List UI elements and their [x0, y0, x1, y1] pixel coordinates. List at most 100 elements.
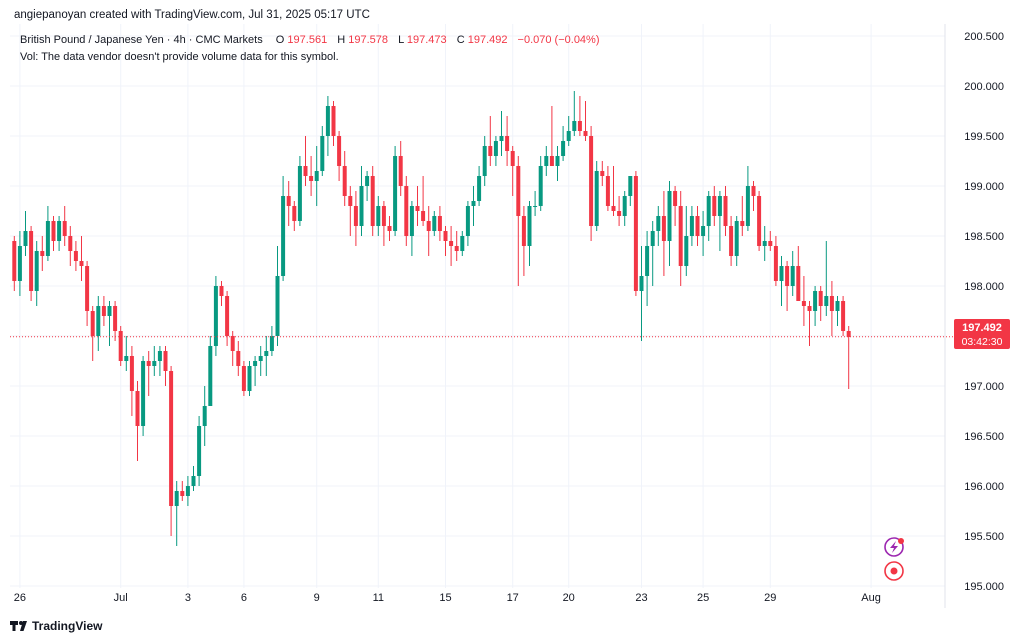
candle-body — [762, 241, 767, 246]
candle — [62, 206, 67, 246]
candle-body — [572, 121, 577, 131]
candle — [829, 281, 834, 336]
candle — [768, 231, 773, 251]
candle — [717, 191, 722, 251]
candle — [628, 176, 633, 206]
candle — [482, 136, 487, 186]
candle — [107, 301, 112, 346]
candle-body — [561, 141, 566, 156]
candle-body — [527, 206, 532, 246]
candle-body — [180, 491, 185, 496]
candle — [493, 136, 498, 166]
candle — [225, 291, 230, 346]
candle — [185, 476, 190, 506]
candle — [734, 216, 739, 266]
candle — [745, 166, 750, 231]
candle — [23, 211, 28, 256]
candle-body — [835, 301, 840, 311]
candle-body — [45, 221, 50, 256]
candle-body — [605, 176, 610, 206]
legend-high-value: 197.578 — [348, 34, 388, 46]
candle-body — [79, 261, 84, 266]
candle-body — [723, 196, 728, 226]
candle-body — [281, 196, 286, 276]
candle-body — [661, 216, 666, 241]
candle-body — [85, 266, 90, 311]
candle — [762, 226, 767, 261]
tradingview-logo — [10, 621, 27, 631]
legend-open-value: 197.561 — [287, 34, 327, 46]
candle-body — [146, 361, 151, 366]
candle — [17, 231, 22, 296]
x-tick-label: 20 — [563, 592, 575, 604]
candle — [253, 356, 258, 386]
candle-body — [292, 206, 297, 221]
candle — [605, 166, 610, 211]
y-tick-label: 195.500 — [964, 531, 1004, 543]
candle-body — [303, 166, 308, 176]
candle — [409, 201, 414, 256]
candle — [533, 191, 538, 216]
candle-body — [751, 186, 756, 196]
candle-body — [325, 106, 330, 136]
candle-body — [342, 166, 347, 196]
candle — [594, 161, 599, 231]
candle-body — [202, 406, 207, 426]
candle-body — [275, 276, 280, 336]
candle — [213, 276, 218, 356]
candle — [846, 326, 851, 389]
candle — [157, 346, 162, 376]
candle-body — [269, 336, 274, 351]
candle — [796, 246, 801, 301]
candle — [73, 241, 78, 271]
candle-body — [824, 296, 829, 306]
x-tick-label: 3 — [185, 592, 191, 604]
last-price-tag: 197.492 03:42:30 — [954, 319, 1010, 349]
flash-icon[interactable] — [884, 537, 904, 557]
candle-body — [611, 206, 616, 211]
candle-body — [348, 196, 353, 206]
candle-body — [353, 206, 358, 226]
candle-body — [516, 166, 521, 216]
candle — [779, 256, 784, 306]
candle-body — [493, 141, 498, 156]
candle-body — [689, 216, 694, 236]
candle-body — [23, 231, 28, 246]
candle — [527, 201, 532, 266]
candle-body — [701, 226, 706, 236]
candle-body — [241, 366, 246, 391]
candle — [398, 141, 403, 196]
y-tick-label: 196.500 — [964, 431, 1004, 443]
y-tick-label: 199.000 — [964, 181, 1004, 193]
candle-body — [796, 266, 801, 301]
candle-body — [57, 221, 62, 241]
y-tick-label: 200.000 — [964, 81, 1004, 93]
candle — [454, 231, 459, 261]
candle — [818, 286, 823, 321]
legend-low-label: L — [398, 34, 404, 46]
candle — [325, 96, 330, 156]
candle-body — [673, 191, 678, 206]
price-axis[interactable]: 195.000195.500196.000196.500197.000197.5… — [964, 31, 1004, 593]
candle-body — [740, 221, 745, 226]
candle-body — [757, 196, 762, 246]
candle — [824, 241, 829, 316]
candle — [549, 106, 554, 166]
candle — [645, 231, 650, 306]
candle-body — [96, 306, 101, 336]
candle — [617, 196, 622, 226]
candle-body — [477, 176, 482, 201]
candle-body — [185, 486, 190, 496]
candle — [309, 156, 314, 196]
candle-body — [499, 136, 504, 141]
time-axis[interactable]: 26 Jul 3 6 9 11 15 17 20 23 25 29 Aug — [14, 592, 881, 604]
y-tick-label: 199.500 — [964, 131, 1004, 143]
candle — [751, 181, 756, 211]
candle — [365, 171, 370, 201]
candle-body — [34, 251, 39, 291]
candle — [712, 186, 717, 226]
candle-body — [538, 166, 543, 206]
record-icon[interactable] — [884, 561, 904, 581]
candle — [45, 206, 50, 261]
